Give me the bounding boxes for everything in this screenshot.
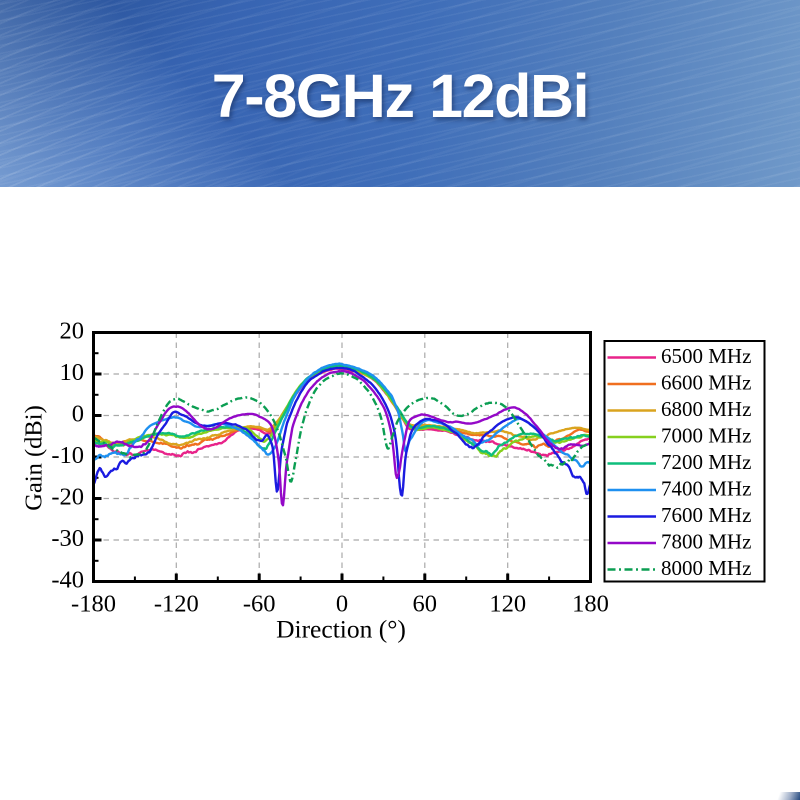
svg-text:6800 MHz: 6800 MHz (661, 397, 751, 421)
svg-text:-30: -30 (51, 525, 84, 552)
svg-text:Direction (°): Direction (°) (276, 615, 406, 644)
svg-text:-60: -60 (243, 591, 276, 618)
svg-text:0: 0 (336, 591, 348, 618)
svg-text:180: 180 (572, 591, 609, 618)
svg-text:-180: -180 (71, 591, 116, 618)
svg-text:7400 MHz: 7400 MHz (661, 477, 751, 501)
svg-text:60: 60 (413, 591, 438, 618)
svg-text:6500 MHz: 6500 MHz (661, 344, 751, 368)
svg-text:7600 MHz: 7600 MHz (661, 503, 751, 527)
svg-text:Gain (dBi): Gain (dBi) (21, 405, 48, 510)
svg-text:10: 10 (60, 359, 85, 386)
svg-text:-10: -10 (51, 442, 84, 469)
svg-text:-20: -20 (51, 484, 84, 511)
svg-text:7000 MHz: 7000 MHz (661, 424, 751, 448)
svg-text:0: 0 (72, 401, 84, 428)
svg-text:7200 MHz: 7200 MHz (661, 450, 751, 474)
svg-text:-120: -120 (154, 591, 199, 618)
svg-text:7800 MHz: 7800 MHz (661, 530, 751, 554)
svg-text:8000 MHz: 8000 MHz (661, 556, 751, 580)
svg-text:-40: -40 (51, 567, 84, 594)
svg-text:20: 20 (60, 318, 85, 345)
svg-text:6600 MHz: 6600 MHz (661, 371, 751, 395)
svg-text:120: 120 (489, 591, 526, 618)
